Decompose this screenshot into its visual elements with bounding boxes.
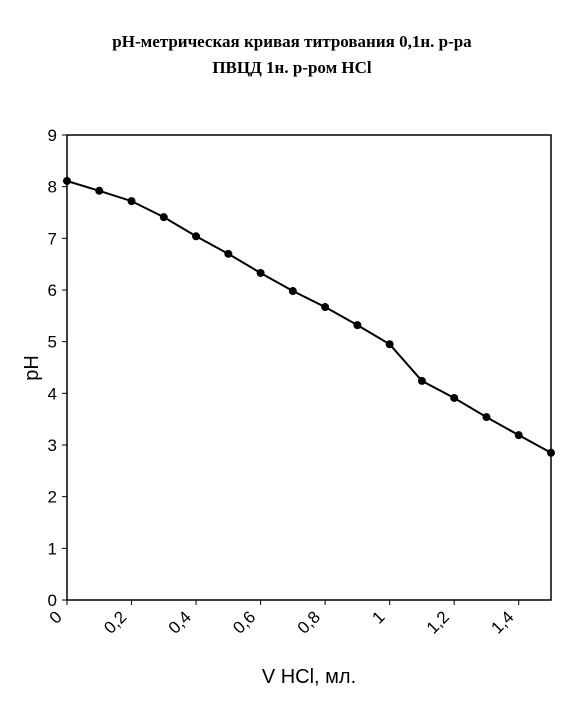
y-tick-label: 1 <box>48 539 57 558</box>
marker <box>450 393 459 402</box>
marker <box>514 431 523 440</box>
marker <box>385 340 394 349</box>
x-tick-label: 0,4 <box>165 607 195 637</box>
y-tick-label: 8 <box>48 178 57 197</box>
marker <box>353 321 362 330</box>
y-tick-label: 7 <box>48 229 57 248</box>
chart-title: pH-метрическая кривая титрования 0,1н. р… <box>112 32 472 51</box>
y-tick-label: 0 <box>48 591 57 610</box>
marker <box>224 249 233 258</box>
x-tick-label: 0 <box>46 607 66 627</box>
x-tick-label: 0,6 <box>229 607 259 637</box>
marker <box>417 376 426 385</box>
x-axis-label: V HCl, мл. <box>262 666 356 688</box>
x-tick-label: 1,4 <box>487 607 517 637</box>
y-tick-label: 4 <box>48 384 57 403</box>
marker <box>95 186 104 195</box>
line <box>66 180 552 454</box>
y-tick-label: 6 <box>48 281 57 300</box>
marker <box>63 176 71 185</box>
x-tick-label: 0,2 <box>100 607 130 637</box>
x-tick-label: 1 <box>368 607 388 627</box>
x-tick-label: 0,8 <box>294 607 324 637</box>
marker <box>256 268 265 277</box>
marker <box>547 448 555 457</box>
y-axis-label: pH <box>21 355 43 381</box>
x-tick-label: 1,2 <box>423 607 453 637</box>
y-tick-label: 2 <box>48 488 57 507</box>
marker <box>321 303 330 312</box>
marker <box>159 213 168 222</box>
chart-title: ПВЦД 1н. р-ром HCl <box>212 58 372 77</box>
y-tick-label: 5 <box>48 333 57 352</box>
marker <box>127 197 136 206</box>
marker <box>288 287 297 296</box>
marker <box>192 232 201 241</box>
plot-frame <box>66 134 552 601</box>
y-tick-label: 9 <box>48 126 57 145</box>
marker <box>482 413 491 422</box>
y-tick-label: 3 <box>48 436 57 455</box>
